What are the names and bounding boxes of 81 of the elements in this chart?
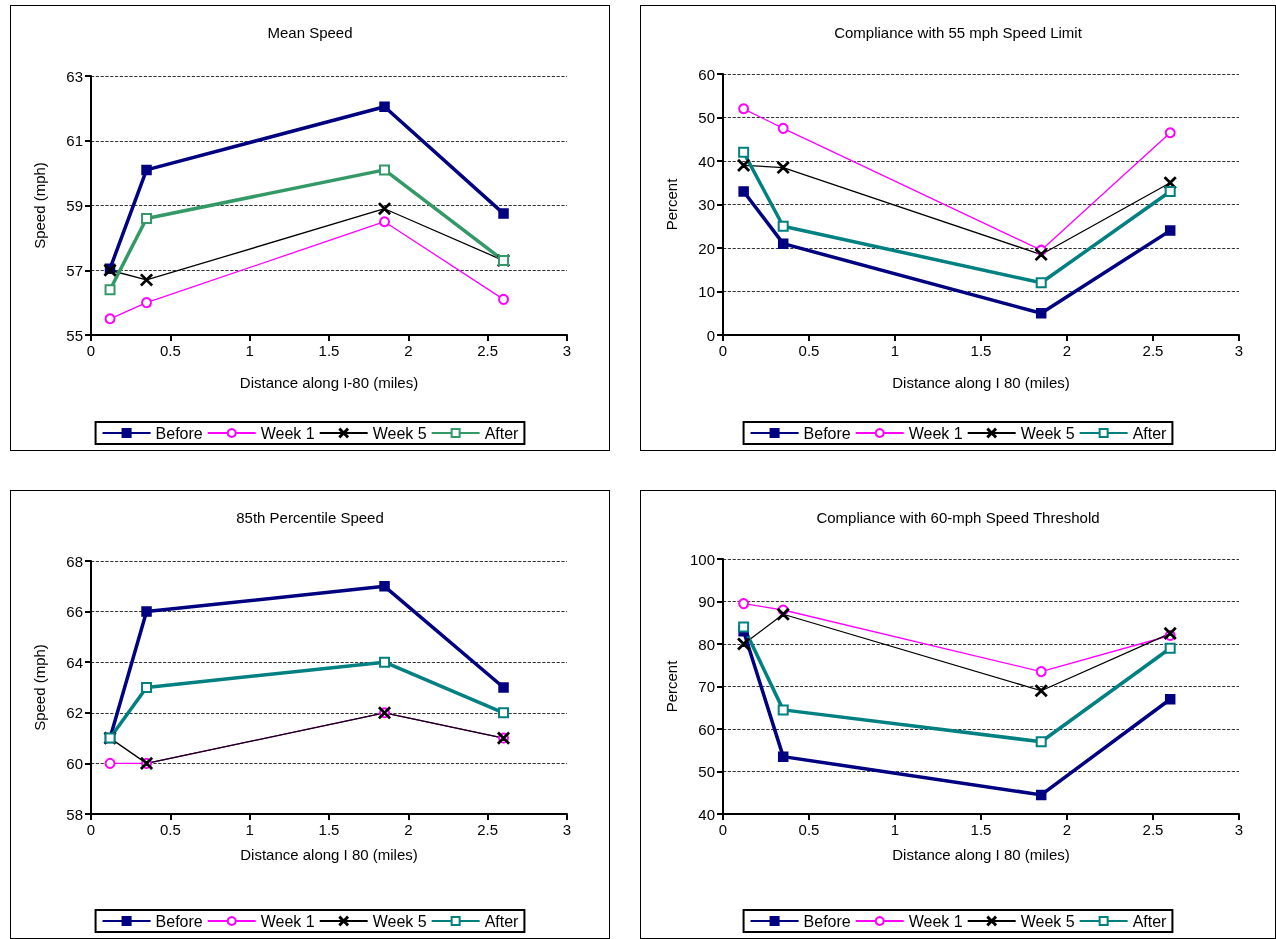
legend-label: After	[484, 424, 520, 442]
y-tick-label: 80	[698, 635, 715, 653]
legend-label: Before	[803, 424, 851, 442]
x-tick-label: 1.5	[970, 821, 992, 838]
y-tick-label: 68	[66, 552, 83, 570]
x-tick-label: 0.5	[159, 821, 181, 838]
x-axis-title: Distance along I 80 (miles)	[240, 846, 418, 863]
y-tick-label: 60	[698, 720, 715, 738]
chart-title: Compliance with 60-mph Speed Threshold	[816, 509, 1100, 526]
y-tick-label: 58	[66, 805, 83, 823]
legend-label: Week 1	[908, 424, 963, 442]
x-tick-label: 2.5	[1142, 821, 1164, 838]
x-axis-title: Distance along I 80 (miles)	[892, 846, 1070, 863]
y-tick-label: 0	[706, 326, 715, 344]
y-tick-label: 63	[66, 67, 83, 85]
legend-label: After	[1132, 424, 1168, 442]
x-tick-label: 0.5	[798, 821, 820, 838]
x-tick-label: 1.5	[970, 342, 992, 359]
x-tick-label: 2.5	[477, 342, 499, 359]
legend-label: Week 1	[260, 424, 315, 442]
legend-label: Before	[155, 424, 203, 442]
x-tick-label: 0	[86, 821, 96, 838]
x-tick-label: 1.5	[318, 342, 340, 359]
y-tick-label: 62	[66, 704, 83, 722]
y-tick-label: 57	[66, 261, 83, 279]
x-axis-title: Distance along I 80 (miles)	[892, 374, 1070, 391]
x-tick-label: 0	[718, 342, 728, 359]
x-tick-label: 1	[245, 342, 254, 359]
y-tick-label: 60	[66, 754, 83, 772]
legend-label: Week 1	[260, 912, 315, 930]
legend-label: After	[484, 912, 520, 930]
x-tick-label: 3	[1234, 821, 1244, 838]
x-tick-label: 2	[1062, 821, 1072, 838]
x-tick-label: 0	[718, 821, 728, 838]
y-tick-label: 60	[698, 65, 715, 83]
chart-title: 85th Percentile Speed	[236, 509, 384, 526]
y-tick-label: 50	[698, 109, 715, 126]
y-axis-title: Percent	[663, 177, 680, 231]
y-tick-label: 55	[66, 326, 83, 344]
y-tick-label: 10	[698, 283, 715, 300]
y-tick-label: 70	[698, 678, 715, 695]
legend-label: Week 1	[908, 912, 963, 930]
y-tick-label: 59	[66, 197, 83, 214]
legend-label: Before	[803, 912, 851, 930]
y-axis-title: Percent	[663, 659, 680, 713]
y-tick-label: 30	[698, 196, 715, 213]
x-tick-label: 1.5	[318, 821, 340, 838]
chart-title: Mean Speed	[267, 24, 353, 41]
x-tick-label: 1	[890, 342, 900, 359]
x-tick-label: 2	[404, 342, 413, 359]
chart-title: Compliance with 55 mph Speed Limit	[834, 24, 1083, 41]
y-tick-label: 20	[698, 239, 715, 257]
x-tick-label: 1	[245, 821, 254, 838]
y-tick-label: 64	[66, 653, 83, 671]
legend-label: Week 5	[1020, 424, 1075, 442]
y-tick-label: 50	[698, 763, 715, 780]
x-tick-label: 3	[562, 821, 572, 838]
y-axis-title: Speed (mph)	[31, 162, 48, 249]
x-tick-label: 2	[1062, 342, 1072, 359]
y-tick-label: 40	[698, 152, 715, 170]
x-tick-label: 3	[562, 342, 572, 359]
x-tick-label: 2.5	[1142, 342, 1164, 359]
x-tick-label: 3	[1234, 342, 1244, 359]
y-tick-label: 40	[698, 805, 715, 823]
legend-label: After	[1132, 912, 1168, 930]
y-tick-label: 61	[66, 132, 83, 150]
x-tick-label: 0	[86, 342, 96, 359]
legend-label: Before	[155, 912, 203, 930]
legend-label: Week 5	[1020, 912, 1075, 930]
x-tick-label: 1	[890, 821, 900, 838]
x-tick-label: 2	[404, 821, 413, 838]
x-axis-title: Distance along I-80 (miles)	[239, 374, 419, 391]
x-tick-label: 0.5	[159, 342, 181, 359]
y-tick-label: 90	[698, 593, 715, 610]
y-tick-label: 100	[689, 550, 715, 568]
y-axis-title: Speed (mph)	[31, 644, 48, 731]
x-tick-label: 0.5	[798, 342, 820, 359]
y-tick-label: 66	[66, 603, 83, 621]
x-tick-label: 2.5	[477, 821, 499, 838]
legend-label: Week 5	[372, 912, 427, 930]
legend-label: Week 5	[372, 424, 427, 442]
